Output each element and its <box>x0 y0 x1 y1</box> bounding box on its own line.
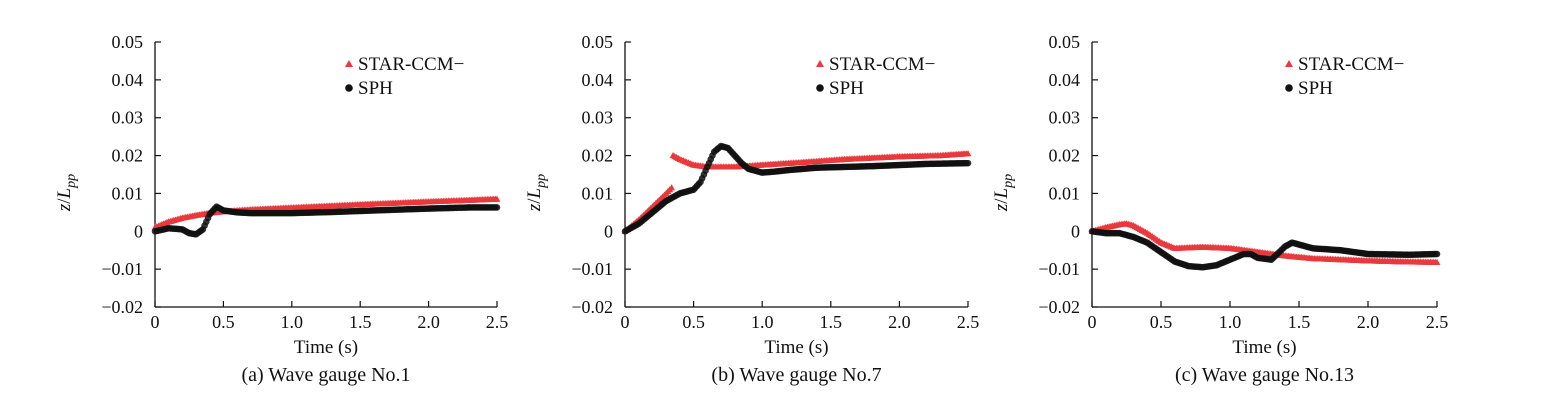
chart-panel-2: −0.02 −0.01 0 0.01 0.02 0.03 0.04 0.05 0 0.5 1.0 1.… <box>524 32 979 386</box>
y-tick-label: −0.02 <box>101 297 143 317</box>
x-tick-label: 1.5 <box>349 312 372 332</box>
legend-label: STAR-CCM− <box>829 54 935 75</box>
legend-marker-star-ccm <box>816 60 824 67</box>
y-tick-label: 0 <box>604 221 613 241</box>
y-tick-label: 0.05 <box>112 32 144 52</box>
y-tick-label: −0.02 <box>571 297 613 317</box>
y-axis-title-L: L <box>524 188 545 200</box>
y-tick-label: 0.02 <box>1049 146 1081 166</box>
legend-marker-sph <box>345 84 353 92</box>
y-tick-label: −0.01 <box>571 259 613 279</box>
y-tick-label: −0.02 <box>1038 297 1080 317</box>
y-axis-title-sub: pp <box>534 174 549 189</box>
x-tick-label: 0.5 <box>682 312 705 332</box>
x-tick-label: 0 <box>151 312 160 332</box>
chart-panel-3: −0.02 −0.01 0 0.01 0.02 0.03 0.04 0.05 0 0.5 1.0 1.… <box>991 32 1448 386</box>
y-tick-label: 0.01 <box>112 183 144 203</box>
x-tick-label: 2.5 <box>957 312 980 332</box>
legend: STAR-CCM− SPH <box>1285 54 1404 99</box>
y-tick-label: 0.01 <box>1049 183 1081 203</box>
legend: STAR-CCM− SPH <box>816 54 935 99</box>
y-tick-label: 0.05 <box>1049 32 1081 52</box>
x-tick-label: 1.5 <box>1288 312 1311 332</box>
y-tick-label: 0.04 <box>112 70 144 90</box>
legend-marker-star-ccm <box>1285 60 1293 67</box>
y-tick-label: 0.03 <box>112 108 144 128</box>
y-axis-title-var: z <box>991 203 1012 212</box>
data-point <box>964 159 972 167</box>
x-axis-title: Time (s) <box>1232 337 1296 358</box>
x-tick-label: 0 <box>621 312 630 332</box>
y-tick-label: 0.03 <box>582 108 614 128</box>
series-sph <box>1088 227 1441 271</box>
y-axis-title-var: z <box>524 203 545 212</box>
x-tick-label: 1.0 <box>281 312 304 332</box>
y-axis-title-slash: / <box>524 198 545 204</box>
y-tick-label: 0.01 <box>582 183 614 203</box>
x-tick-label: 2.0 <box>1357 312 1380 332</box>
data-point <box>964 150 972 157</box>
legend: STAR-CCM− SPH <box>345 54 464 99</box>
data-point <box>493 204 501 211</box>
legend-label: SPH <box>1298 78 1333 99</box>
y-tick-label: 0.02 <box>112 146 144 166</box>
y-axis-title-L: L <box>54 188 75 200</box>
y-tick-label: 0 <box>1071 221 1080 241</box>
y-tick-label: 0.02 <box>582 146 614 166</box>
x-tick-label: 2.5 <box>486 312 509 332</box>
y-axis-title-sub: pp <box>1001 174 1016 189</box>
x-tick-label: 2.5 <box>1426 312 1449 332</box>
x-tick-label: 0.5 <box>212 312 235 332</box>
series-star-ccm <box>151 195 501 231</box>
data-point <box>1433 258 1441 265</box>
legend-marker-star-ccm <box>345 60 353 67</box>
panel-caption: (a) Wave gauge No.1 <box>241 364 410 386</box>
x-tick-label: 1.0 <box>1219 312 1242 332</box>
y-axis-title-slash: / <box>54 198 75 204</box>
y-tick-label: 0.05 <box>582 32 614 52</box>
y-axis-title: z/Lpp <box>991 174 1016 212</box>
chart-panel-1: −0.02 −0.01 0 0.01 0.02 0.03 0.04 0.05 0 0.5 1.0 1.… <box>54 32 508 386</box>
y-tick-label: 0.04 <box>1049 70 1081 90</box>
y-tick-label: 0 <box>134 221 143 241</box>
x-axis-title: Time (s) <box>294 337 358 358</box>
x-axis-title: Time (s) <box>764 337 828 358</box>
legend-marker-sph <box>816 84 824 92</box>
legend-label: SPH <box>829 78 864 99</box>
y-axis-title: z/Lpp <box>54 174 79 212</box>
y-axis-title-sub: pp <box>64 174 79 189</box>
y-axis-title-slash: / <box>991 198 1012 204</box>
x-tick-label: 2.0 <box>417 312 440 332</box>
y-tick-label: 0.04 <box>582 70 614 90</box>
x-tick-label: 1.5 <box>820 312 843 332</box>
x-tick-label: 0.5 <box>1150 312 1173 332</box>
data-point <box>1433 250 1441 258</box>
y-axis-title-var: z <box>54 203 75 212</box>
x-tick-label: 1.0 <box>751 312 774 332</box>
y-tick-label: −0.01 <box>1038 259 1080 279</box>
legend-marker-sph <box>1285 84 1293 92</box>
data-point <box>493 195 501 202</box>
y-axis-title: z/Lpp <box>524 174 549 212</box>
y-tick-label: −0.01 <box>101 259 143 279</box>
x-tick-label: 0 <box>1088 312 1097 332</box>
panel-caption: (c) Wave gauge No.13 <box>1175 364 1354 386</box>
y-axis-title-L: L <box>991 188 1012 200</box>
panel-caption: (b) Wave gauge No.7 <box>711 364 881 386</box>
series-sph <box>621 142 972 235</box>
y-tick-label: 0.03 <box>1049 108 1081 128</box>
series-sph <box>151 203 501 238</box>
x-tick-label: 2.0 <box>888 312 911 332</box>
legend-label: STAR-CCM− <box>1298 54 1404 75</box>
legend-label: SPH <box>358 78 393 99</box>
data-point <box>668 184 676 191</box>
legend-label: STAR-CCM− <box>358 54 464 75</box>
